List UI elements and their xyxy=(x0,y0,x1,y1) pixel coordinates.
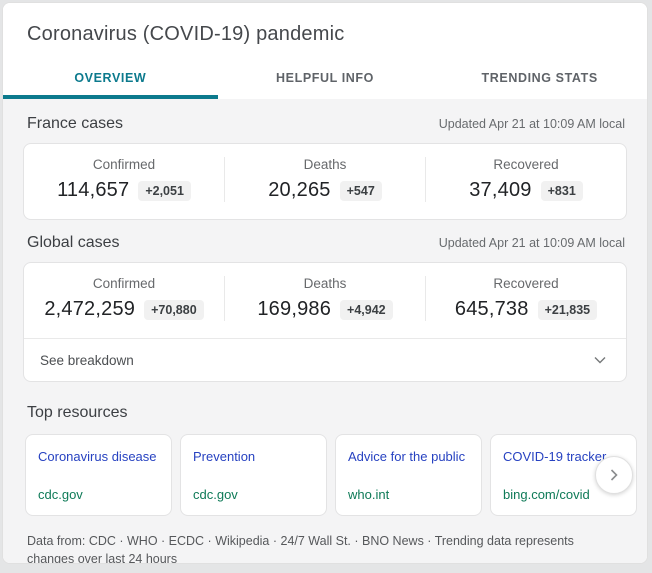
tab-overview[interactable]: OVERVIEW xyxy=(3,62,218,99)
global-stats-row: Confirmed 2,472,259 +70,880 Deaths 169,9… xyxy=(24,263,626,338)
stat-value: 114,657 xyxy=(57,179,130,201)
resource-title-link[interactable]: COVID-19 tracker xyxy=(503,449,607,464)
stat-value: 169,986 xyxy=(257,298,332,320)
france-stat-recovered: Recovered 37,409 +831 xyxy=(425,157,626,202)
stat-change-badge: +21,835 xyxy=(537,299,598,320)
chevron-down-icon xyxy=(592,352,608,368)
global-stat-recovered: Recovered 645,738 +21,835 xyxy=(425,276,626,321)
resource-url: who.int xyxy=(348,487,390,502)
global-stats-card: Confirmed 2,472,259 +70,880 Deaths 169,9… xyxy=(23,262,627,382)
stat-label: Recovered xyxy=(493,276,559,291)
resources-carousel: Coronavirus disease cdc.gov Prevention c… xyxy=(25,434,637,516)
data-sources-footnote: Data from: CDC · WHO · ECDC · Wikipedia … xyxy=(27,534,574,564)
panel-header: Coronavirus (COVID-19) pandemic OVERVIEW… xyxy=(3,3,647,99)
france-stats-card: Confirmed 114,657 +2,051 Deaths 20,265 +… xyxy=(23,143,627,220)
stat-change-badge: +4,942 xyxy=(340,299,393,320)
global-updated-timestamp: Updated Apr 21 at 10:09 AM local xyxy=(438,236,625,250)
resource-url: cdc.gov xyxy=(38,487,83,502)
resource-title-link[interactable]: Advice for the public xyxy=(348,449,466,464)
tab-bar: OVERVIEW HELPFUL INFO TRENDING STATS xyxy=(3,62,647,99)
stat-label: Recovered xyxy=(493,157,559,172)
covid-info-panel: Coronavirus (COVID-19) pandemic OVERVIEW… xyxy=(2,2,648,564)
france-updated-timestamp: Updated Apr 21 at 10:09 AM local xyxy=(438,117,625,131)
resources-section-header: Top resources xyxy=(27,404,625,422)
france-stat-deaths: Deaths 20,265 +547 xyxy=(224,157,425,202)
stat-change-badge: +547 xyxy=(339,180,382,201)
tab-trending-stats[interactable]: TRENDING STATS xyxy=(481,71,598,85)
stat-value: 20,265 xyxy=(268,179,331,201)
stat-label: Deaths xyxy=(303,157,347,172)
resource-card-who-advice[interactable]: Advice for the public who.int xyxy=(335,434,482,516)
resource-title-link[interactable]: Coronavirus disease xyxy=(38,449,157,464)
stat-value: 37,409 xyxy=(469,179,532,201)
france-stats-row: Confirmed 114,657 +2,051 Deaths 20,265 +… xyxy=(24,144,626,219)
resource-url: cdc.gov xyxy=(193,487,238,502)
france-stat-confirmed: Confirmed 114,657 +2,051 xyxy=(24,157,224,202)
stat-change-badge: +70,880 xyxy=(144,299,204,320)
stat-label: Confirmed xyxy=(92,276,156,291)
global-stat-confirmed: Confirmed 2,472,259 +70,880 xyxy=(24,276,224,321)
stat-change-badge: +2,051 xyxy=(138,180,191,201)
stat-value: 645,738 xyxy=(454,298,529,320)
global-heading: Global cases xyxy=(27,234,120,251)
resources-heading: Top resources xyxy=(27,404,128,421)
stat-label: Confirmed xyxy=(92,157,156,172)
resource-card-cdc-disease[interactable]: Coronavirus disease cdc.gov xyxy=(25,434,172,516)
resource-card-cdc-prevention[interactable]: Prevention cdc.gov xyxy=(180,434,327,516)
stat-value: 2,472,259 xyxy=(44,298,136,320)
see-breakdown-label: See breakdown xyxy=(40,352,134,368)
resources-next-button[interactable] xyxy=(595,456,633,494)
page-title: Coronavirus (COVID-19) pandemic xyxy=(27,23,345,45)
global-stat-deaths: Deaths 169,986 +4,942 xyxy=(224,276,425,321)
resource-title-link[interactable]: Prevention xyxy=(193,449,256,464)
see-breakdown-toggle[interactable]: See breakdown xyxy=(24,338,626,381)
panel-body: France cases Updated Apr 21 at 10:09 AM … xyxy=(3,99,647,564)
resource-url: bing.com/covid xyxy=(503,487,590,502)
stat-change-badge: +831 xyxy=(540,180,583,201)
stat-label: Deaths xyxy=(303,276,347,291)
tab-helpful-info[interactable]: HELPFUL INFO xyxy=(276,71,374,85)
chevron-right-icon xyxy=(606,467,622,483)
france-section-header: France cases Updated Apr 21 at 10:09 AM … xyxy=(27,115,625,133)
global-section-header: Global cases Updated Apr 21 at 10:09 AM … xyxy=(27,234,625,252)
france-heading: France cases xyxy=(27,115,124,132)
